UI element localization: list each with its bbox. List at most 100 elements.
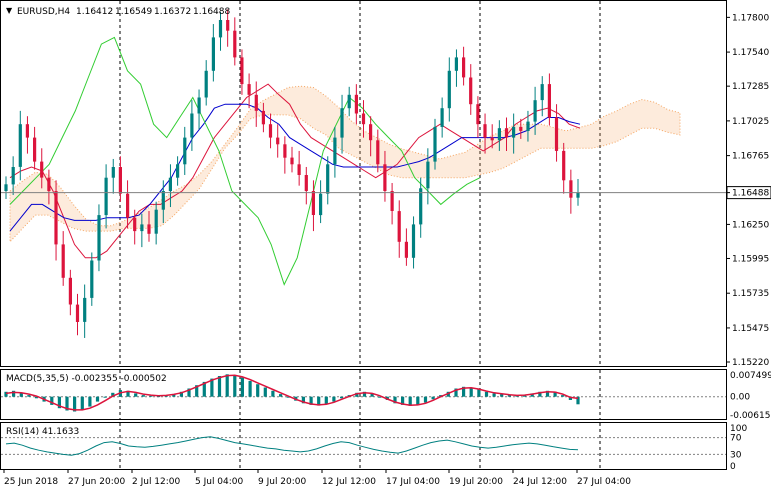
macd-histogram-bar [362,391,367,397]
macd-histogram-bar [12,390,16,397]
price-tick-label: 1.16488 [732,189,769,199]
macd-histogram-bar [19,392,23,397]
candle-body [512,126,516,138]
candle-body [297,164,301,175]
macd-histogram-bar [568,396,572,400]
macd-histogram-bar [462,386,466,397]
candle-body [411,224,416,258]
candle-body [426,161,430,189]
rsi-tick-label: 0 [730,462,736,472]
macd-histogram-bar [210,378,214,397]
candle-body [533,100,537,122]
macd-histogram-bar [553,391,557,397]
macd-histogram-bar [4,391,8,397]
macd-histogram-bar [141,395,145,397]
candle-body [268,124,273,138]
ichimoku-cloud [9,85,681,244]
macd-histogram-bar [80,396,84,410]
candle-body [340,108,344,138]
candle-body [354,94,358,114]
main-chart-frame [0,0,727,367]
macd-tick-label: 0.00 [730,393,750,403]
candle-body [83,297,87,322]
time-tick-label: 19 Jul 20:00 [449,477,503,487]
macd-histogram-bar [530,393,534,397]
price-tick-label: 1.15995 [732,254,769,264]
macd-histogram-bar [27,395,31,397]
macd-label: MACD(5,35,5) -0.002355 -0.000502 [6,374,167,384]
macd-histogram-bar [355,392,359,397]
macd-histogram-bar [50,396,54,405]
candle-body [176,164,180,178]
candle-body [447,70,451,109]
macd-histogram-bar [57,396,61,409]
macd-histogram-bar [279,394,283,397]
candle-body [333,137,337,165]
macd-histogram-bar [332,396,336,402]
macd-histogram-bar [286,396,290,398]
candle-body [247,84,251,95]
candle-body [390,191,394,211]
price-tick-label: 1.15735 [732,289,769,299]
time-tick-label: 9 Jul 20:00 [258,477,307,487]
candle-body [547,84,551,118]
price-tick-label: 1.15475 [732,324,769,334]
candle-body [276,137,280,145]
candle-body [233,30,237,58]
candle-body [183,137,187,165]
macd-histogram-bar [149,395,153,397]
candle-body [104,177,108,216]
candle-body [11,167,15,185]
candle-body [168,177,172,192]
macd-histogram-bar [34,396,39,399]
candle-body [211,37,215,71]
candle-body [383,164,387,191]
rsi-label: RSI(14) 41.1633 [6,427,79,437]
macd-histogram-bar [477,389,481,397]
macd-histogram-bar [500,394,504,397]
candle-body [218,20,223,38]
time-tick-label: 27 Jul 04:00 [577,477,631,487]
rsi-indicator [5,436,579,456]
candle-body [61,244,65,278]
candle-body [326,164,330,194]
candle-body [140,224,144,232]
candle-body [440,108,444,127]
price-tick-label: 1.17025 [732,117,769,127]
price-tick-label: 1.16765 [732,152,769,162]
price-tick-label: 1.15220 [732,358,769,368]
candle-body [497,128,501,141]
candle-body [576,192,580,198]
chart-header-low: 1.16372 [154,7,191,17]
candle-body [190,113,194,138]
macd-histogram-bar [263,387,267,397]
time-tick-label: 2 Jul 12:00 [132,477,181,487]
chart-header-symbol: EURUSD,H4 [17,7,70,17]
candle-body [376,140,380,165]
price-tick-label: 1.17285 [732,82,769,92]
macd-histogram-bar [217,376,222,397]
candle-body [290,157,294,165]
candle-body [347,94,351,109]
macd-histogram-bar [416,396,420,405]
candle-body [204,70,208,98]
candle-body [161,191,165,210]
macd-histogram-bar [408,396,412,406]
time-grid [1,1,726,469]
macd-histogram-bar [469,387,473,397]
macd-histogram-bar [103,396,107,398]
candle-body [133,217,137,232]
candle-body [519,126,523,131]
macd-histogram-bar [454,388,458,397]
candle-body [369,124,373,141]
macd-histogram-bar [431,396,435,400]
macd-histogram-bar [301,396,305,404]
macd-histogram-bar [507,395,511,397]
macd-histogram-bar [179,391,183,397]
macd-histogram-bar [187,388,191,397]
collapse-triangle-icon[interactable]: ▼ [6,6,13,15]
macd-histogram-bar [126,390,130,397]
macd-tick-label: 0.007499 [730,371,771,381]
macd-histogram-bar [240,377,244,397]
